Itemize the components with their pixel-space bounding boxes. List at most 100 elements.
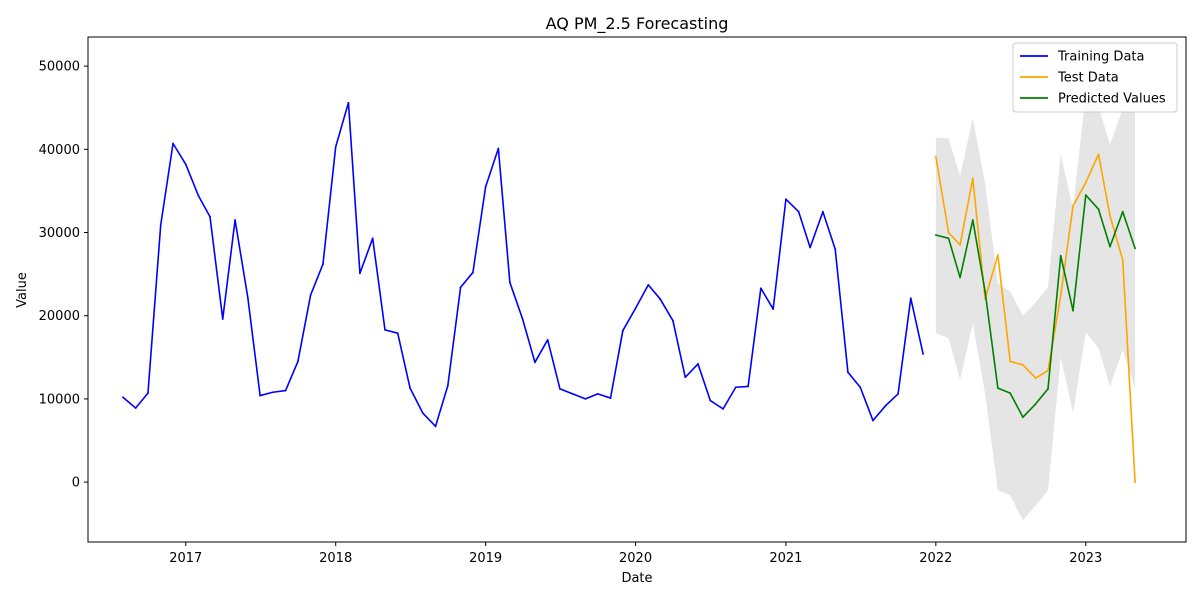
data-point-training-data bbox=[334, 145, 337, 148]
data-point-predicted-values bbox=[959, 276, 961, 279]
data-point-predicted-values bbox=[1009, 392, 1012, 394]
data-point-predicted-values bbox=[1097, 208, 1100, 211]
data-point-training-data bbox=[797, 210, 800, 213]
data-point-test-data bbox=[934, 155, 937, 158]
data-point-predicted-values bbox=[1134, 247, 1136, 250]
x-tick-label: 2020 bbox=[619, 551, 652, 566]
data-point-predicted-values bbox=[984, 290, 987, 293]
data-point-training-data bbox=[221, 318, 224, 320]
data-point-training-data bbox=[734, 386, 737, 389]
legend-label-predicted-values: Predicted Values bbox=[1058, 92, 1166, 107]
data-point-training-data bbox=[309, 294, 312, 296]
data-point-training-data bbox=[609, 397, 612, 399]
data-point-predicted-values bbox=[1109, 245, 1111, 248]
data-point-test-data bbox=[996, 254, 999, 256]
data-point-training-data bbox=[884, 404, 887, 407]
y-axis: 0 10000 20000 30000 40000 50000 bbox=[39, 60, 88, 491]
data-point-training-data bbox=[809, 246, 812, 249]
y-tick-label: 10000 bbox=[39, 392, 80, 407]
data-point-training-data bbox=[747, 385, 750, 388]
data-point-training-data bbox=[722, 407, 724, 410]
data-point-training-data bbox=[909, 297, 912, 300]
data-point-training-data bbox=[821, 210, 824, 213]
data-point-training-data bbox=[396, 332, 399, 335]
data-point-predicted-values bbox=[1059, 254, 1062, 257]
data-point-test-data bbox=[1134, 481, 1136, 483]
data-point-training-data bbox=[647, 284, 650, 286]
chart-title: AQ PM_2.5 Forecasting bbox=[546, 14, 729, 34]
data-point-training-data bbox=[284, 389, 287, 392]
data-point-training-data bbox=[759, 287, 762, 290]
data-point-training-data bbox=[159, 224, 162, 226]
data-point-training-data bbox=[596, 393, 599, 395]
data-point-predicted-values bbox=[1121, 210, 1124, 213]
data-point-test-data bbox=[1097, 153, 1100, 156]
data-point-training-data bbox=[772, 308, 775, 310]
y-tick-label: 30000 bbox=[39, 226, 80, 241]
data-point-training-data bbox=[546, 338, 549, 341]
data-point-test-data bbox=[1072, 204, 1074, 207]
x-tick-label: 2023 bbox=[1069, 551, 1102, 566]
data-point-training-data bbox=[497, 147, 500, 150]
data-point-training-data bbox=[584, 398, 587, 400]
data-point-training-data bbox=[472, 271, 474, 274]
data-point-training-data bbox=[147, 392, 149, 394]
data-point-training-data bbox=[259, 394, 262, 397]
series-layer bbox=[122, 101, 1136, 483]
data-point-test-data bbox=[947, 231, 950, 234]
data-point-test-data bbox=[959, 244, 961, 246]
data-point-training-data bbox=[434, 425, 437, 428]
data-point-training-data bbox=[197, 195, 200, 197]
data-point-predicted-values bbox=[934, 234, 937, 236]
data-point-training-data bbox=[534, 361, 536, 364]
y-tick-label: 0 bbox=[72, 476, 80, 491]
data-point-training-data bbox=[684, 376, 687, 379]
data-point-training-data bbox=[872, 419, 874, 422]
data-point-training-data bbox=[384, 328, 386, 331]
data-point-training-data bbox=[297, 360, 299, 363]
data-point-training-data bbox=[446, 384, 449, 387]
data-point-training-data bbox=[184, 163, 187, 166]
data-point-test-data bbox=[971, 177, 974, 180]
data-point-training-data bbox=[897, 393, 899, 395]
data-point-predicted-values bbox=[1022, 416, 1024, 419]
legend: Training Data Test Data Predicted Values bbox=[1012, 42, 1178, 113]
data-point-predicted-values bbox=[971, 219, 974, 221]
legend-box bbox=[1012, 42, 1178, 113]
data-point-training-data bbox=[709, 399, 712, 402]
y-tick-label: 40000 bbox=[39, 143, 80, 158]
data-point-training-data bbox=[484, 185, 487, 188]
x-axis-title: Date bbox=[621, 571, 652, 586]
legend-label-test-data: Test Data bbox=[1057, 71, 1119, 86]
data-point-training-data bbox=[834, 248, 837, 251]
y-axis-title: Value bbox=[15, 272, 30, 308]
data-point-predicted-values bbox=[996, 387, 999, 389]
y-tick-label: 50000 bbox=[39, 60, 80, 75]
data-point-test-data bbox=[1047, 369, 1049, 372]
plot-area bbox=[122, 93, 1136, 521]
data-point-training-data bbox=[521, 318, 524, 320]
data-point-training-data bbox=[322, 263, 324, 266]
data-point-training-data bbox=[347, 101, 350, 104]
data-point-training-data bbox=[847, 371, 849, 374]
data-point-predicted-values bbox=[1072, 309, 1074, 312]
data-point-predicted-values bbox=[1084, 194, 1087, 196]
data-point-predicted-values bbox=[947, 237, 950, 240]
y-tick-label: 20000 bbox=[39, 309, 80, 324]
data-point-training-data bbox=[122, 396, 124, 399]
x-tick-label: 2022 bbox=[919, 551, 952, 566]
data-point-training-data bbox=[409, 387, 411, 389]
data-point-training-data bbox=[672, 319, 674, 322]
data-point-training-data bbox=[271, 391, 274, 394]
data-point-training-data bbox=[234, 219, 236, 221]
x-tick-label: 2021 bbox=[769, 551, 802, 566]
data-point-training-data bbox=[859, 386, 862, 389]
data-point-training-data bbox=[359, 272, 361, 275]
legend-label-training-data: Training Data bbox=[1057, 50, 1144, 65]
x-tick-label: 2019 bbox=[469, 551, 502, 566]
data-point-training-data bbox=[421, 412, 424, 414]
data-point-training-data bbox=[634, 307, 637, 310]
data-point-test-data bbox=[1022, 363, 1024, 366]
data-point-training-data bbox=[659, 298, 662, 300]
